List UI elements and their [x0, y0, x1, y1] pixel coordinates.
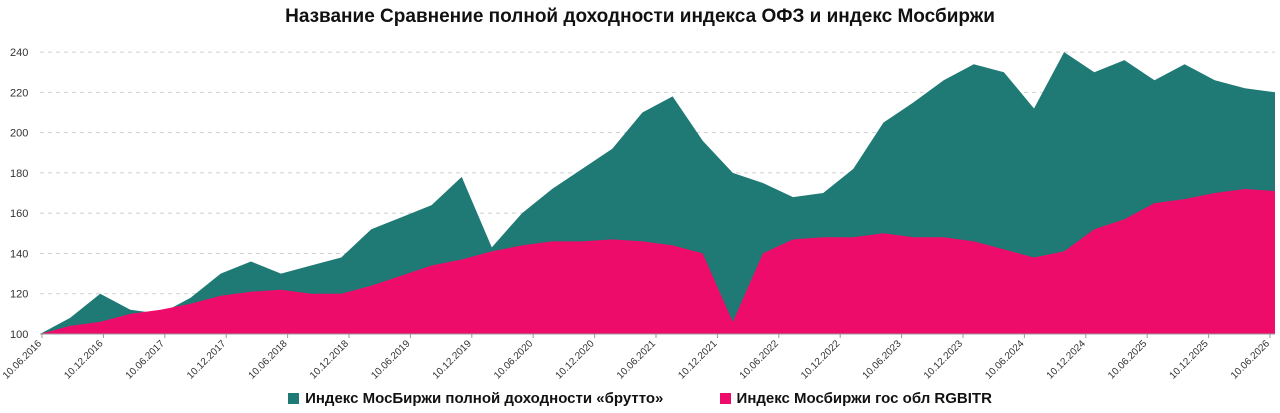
x-tick-label: 10.12.2016: [62, 338, 105, 381]
x-tick-label: 10.06.2021: [615, 338, 658, 381]
legend: Индекс МосБиржи полной доходности «брутт…: [0, 390, 1280, 407]
area-rgbitr: [40, 189, 1275, 334]
legend-swatch-rgbitr: [719, 393, 731, 404]
y-tick-label: 220: [10, 87, 28, 99]
x-tick-label: 10.12.2020: [554, 338, 597, 381]
x-tick-label: 10.06.2018: [247, 338, 290, 381]
y-tick-label: 200: [10, 128, 28, 140]
x-tick-label: 10.06.2025: [1106, 338, 1149, 381]
legend-item-moex-tr: Индекс МосБиржи полной доходности «брутт…: [288, 390, 663, 407]
series-areas: [40, 52, 1275, 334]
x-tick-label: 10.06.2016: [1, 338, 44, 381]
x-tick-label: 10.06.2020: [492, 338, 535, 381]
x-tick-label: 10.12.2017: [185, 338, 228, 381]
y-tick-label: 100: [10, 329, 28, 341]
x-tick-label: 10.12.2021: [676, 338, 719, 381]
x-tick-label: 10.12.2024: [1045, 338, 1088, 381]
y-tick-label: 160: [10, 208, 28, 220]
legend-item-rgbitr: Индекс Мосбиржи гос обл RGBITR: [719, 390, 992, 407]
y-tick-label: 140: [10, 248, 28, 260]
x-tick-label: 10.06.2022: [738, 338, 781, 381]
y-tick-label: 180: [10, 168, 28, 180]
chart-title: Название Сравнение полной доходности инд…: [285, 6, 995, 27]
legend-label-rgbitr: Индекс Мосбиржи гос обл RGBITR: [736, 390, 992, 407]
y-tick-label: 120: [10, 289, 28, 301]
axes: [40, 333, 1275, 338]
x-tick-label: 10.06.2019: [369, 338, 412, 381]
x-tick-label: 10.06.2026: [1229, 338, 1272, 381]
legend-swatch-moex-tr: [288, 393, 300, 404]
legend-label-moex-tr: Индекс МосБиржи полной доходности «брутт…: [305, 390, 664, 407]
x-tick-label: 10.12.2018: [308, 338, 351, 381]
x-tick-label: 10.12.2025: [1168, 338, 1211, 381]
x-tick-label: 10.12.2023: [922, 338, 965, 381]
x-tick-label: 10.06.2023: [861, 338, 904, 381]
x-tick-label: 10.06.2024: [983, 338, 1026, 381]
y-tick-label: 240: [10, 47, 28, 59]
x-tick-label: 10.12.2022: [799, 338, 842, 381]
x-tick-label: 10.12.2019: [431, 338, 474, 381]
x-tick-label: 10.06.2017: [124, 338, 167, 381]
